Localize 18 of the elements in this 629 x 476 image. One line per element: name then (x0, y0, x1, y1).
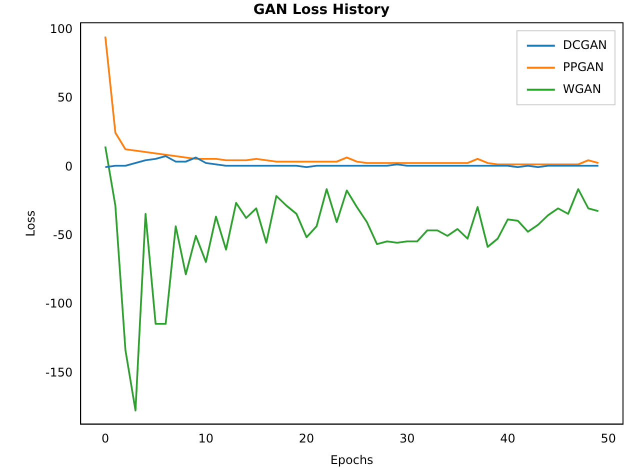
x-tick-label: 40 (500, 432, 516, 446)
y-tick-label: 50 (57, 90, 73, 105)
y-tick-label: -150 (45, 365, 73, 380)
x-tick-label: 30 (400, 432, 415, 446)
legend-label: DCGAN (562, 38, 608, 52)
x-tick-label: 10 (198, 432, 214, 446)
legend-label: WGAN (562, 82, 602, 96)
y-tick-label: 0 (64, 159, 73, 174)
x-tick-label: 20 (298, 432, 314, 446)
y-tick-label: -100 (45, 296, 73, 311)
y-axis-title: Loss (23, 210, 38, 237)
x-tick-label: 0 (101, 432, 110, 446)
legend-label: PPGAN (562, 60, 604, 74)
y-tick-label: -50 (53, 228, 73, 242)
x-tick-label: 50 (600, 432, 616, 446)
x-axis-title: Epochs (330, 452, 374, 467)
y-tick-label: 100 (50, 22, 73, 36)
chart-title: GAN Loss History (253, 2, 390, 18)
